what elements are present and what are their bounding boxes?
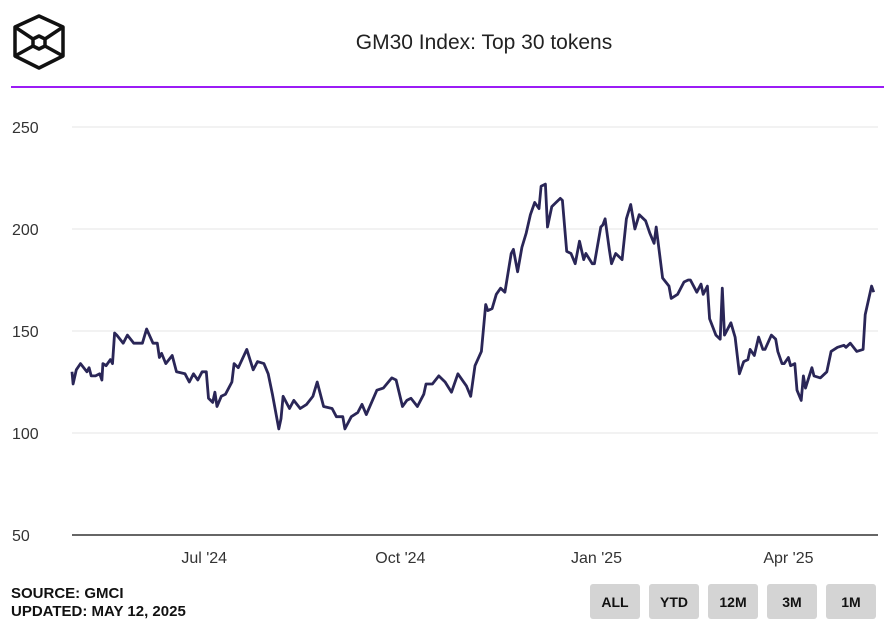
range-button-all[interactable]: ALL xyxy=(590,584,640,619)
range-button-12m[interactable]: 12M xyxy=(708,584,758,619)
line-chart: 50 100 150 200 250 Jul '24 Oct '24 Jan '25 Apr '… xyxy=(12,120,878,567)
chart-title: GM30 Index: Top 30 tokens xyxy=(355,31,613,54)
range-button-3m[interactable]: 3M xyxy=(767,584,817,619)
header-divider xyxy=(11,86,884,88)
y-tick-label: 200 xyxy=(12,222,39,239)
y-tick-label: 50 xyxy=(12,528,30,545)
range-button-1m[interactable]: 1M xyxy=(826,584,876,619)
y-tick-label: 150 xyxy=(12,324,39,341)
y-tick-label: 100 xyxy=(12,426,39,443)
range-button-ytd[interactable]: YTD xyxy=(649,584,699,619)
x-tick-label: Jul '24 xyxy=(181,550,227,567)
updated-label: UPDATED: MAY 12, 2025 xyxy=(11,603,186,620)
series-line-gm30 xyxy=(70,182,876,431)
y-tick-label: 250 xyxy=(12,120,39,137)
gmci-logo xyxy=(13,14,65,70)
x-tick-label: Apr '25 xyxy=(763,550,813,567)
source-label: SOURCE: GMCI xyxy=(11,585,124,602)
x-tick-label: Jan '25 xyxy=(571,550,622,567)
x-tick-label: Oct '24 xyxy=(375,550,425,567)
